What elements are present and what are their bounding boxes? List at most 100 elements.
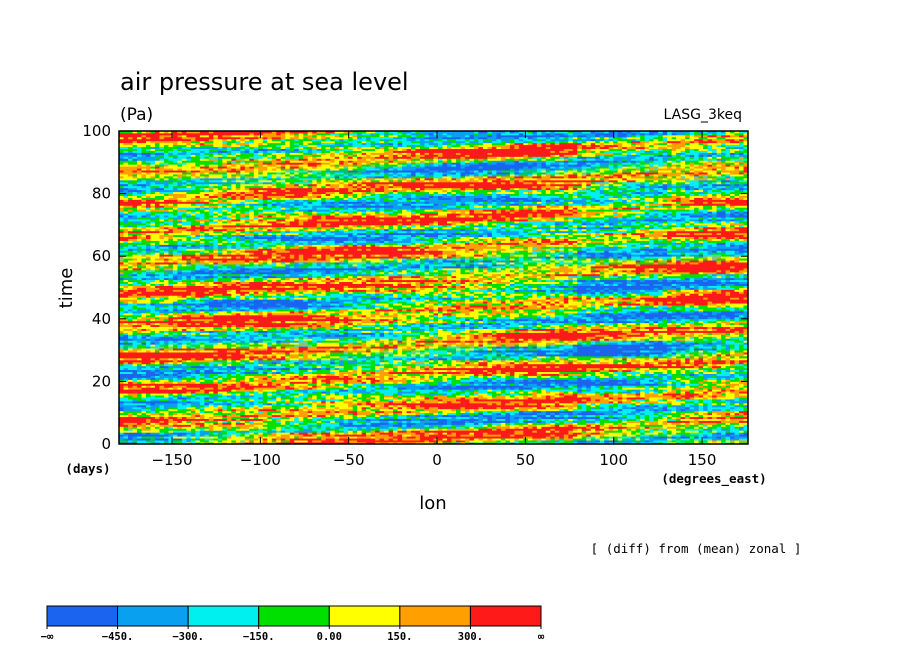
heatmap-cell: [195, 420, 201, 423]
heatmap-cell: [388, 416, 394, 419]
heatmap-cell: [195, 428, 201, 431]
heatmap-cell: [734, 418, 740, 421]
heatmap-cell: [136, 414, 143, 418]
heatmap-cell: [411, 438, 417, 441]
heatmap-cell: [671, 412, 677, 416]
heatmap-cell: [123, 412, 129, 416]
heatmap-cell: [406, 438, 412, 441]
heatmap-cell: [532, 416, 538, 419]
heatmap-cell: [464, 434, 471, 437]
heatmap-cell: [154, 434, 161, 437]
heatmap-cell: [366, 426, 372, 429]
heatmap-cell: [204, 408, 210, 412]
heatmap-cell: [244, 410, 250, 414]
heatmap-cell: [186, 428, 192, 431]
heatmap-cell: [662, 440, 668, 443]
heatmap-cell: [478, 424, 484, 427]
heatmap-cell: [694, 438, 700, 441]
heatmap-cell: [222, 420, 228, 423]
heatmap-cell: [312, 442, 318, 444]
heatmap-cell: [186, 412, 192, 416]
heatmap-cell: [707, 412, 713, 416]
heatmap-cell: [712, 426, 718, 429]
heatmap-cell: [658, 408, 664, 412]
heatmap-cell: [712, 410, 718, 414]
heatmap-cell: [388, 428, 394, 431]
heatmap-cell: [743, 442, 748, 444]
heatmap-cell: [370, 416, 376, 419]
heatmap-cell: [397, 434, 403, 437]
heatmap-cell: [348, 420, 354, 423]
heatmap-cell: [568, 400, 574, 404]
heatmap-cell: [527, 424, 533, 427]
heatmap-cell: [473, 402, 480, 406]
heatmap-cell: [433, 414, 439, 418]
heatmap-cell: [361, 404, 367, 408]
heatmap-cell: [554, 410, 560, 414]
heatmap-cell: [348, 410, 354, 414]
heatmap-cell: [253, 414, 259, 418]
heatmap-cell: [393, 428, 399, 431]
heatmap-cell: [572, 428, 578, 431]
heatmap-cell: [190, 420, 196, 423]
heatmap-cell: [505, 432, 511, 435]
heatmap-cell: [384, 400, 390, 404]
heatmap-cell: [662, 402, 668, 406]
heatmap-cell: [581, 400, 587, 404]
heatmap-cell: [649, 414, 655, 418]
heatmap-cell: [685, 440, 691, 443]
heatmap-cell: [586, 420, 592, 423]
heatmap-cell: [258, 418, 264, 421]
heatmap-cell: [473, 436, 480, 439]
heatmap-cell: [177, 432, 183, 435]
heatmap-cell: [671, 428, 677, 431]
heatmap-cell: [141, 430, 147, 433]
heatmap-cell: [509, 432, 515, 435]
heatmap-cell: [689, 438, 695, 441]
heatmap-cell: [676, 414, 682, 418]
heatmap-cell: [235, 406, 241, 410]
heatmap-cell: [321, 436, 327, 439]
heatmap-cell: [464, 428, 471, 431]
heatmap-cell: [262, 436, 268, 439]
heatmap-cell: [289, 432, 295, 435]
heatmap-cell: [608, 424, 614, 427]
heatmap-cell: [568, 406, 574, 410]
heatmap-cell: [321, 440, 327, 443]
heatmap-cell: [577, 422, 583, 425]
heatmap-cell: [235, 442, 241, 444]
heatmap-cell: [482, 408, 489, 412]
heatmap-cell: [451, 412, 457, 416]
heatmap-cell: [626, 402, 632, 406]
heatmap-cell: [730, 420, 736, 423]
heatmap-cell: [231, 438, 237, 441]
heatmap-cell: [415, 430, 421, 433]
heatmap-cell: [325, 430, 331, 433]
heatmap-cell: [725, 400, 731, 404]
heatmap-cell: [545, 422, 551, 425]
heatmap-cell: [599, 422, 605, 425]
heatmap-cell: [676, 440, 682, 443]
heatmap-cell: [397, 414, 403, 418]
heatmap-cell: [280, 432, 286, 435]
heatmap-cell: [208, 404, 214, 408]
heatmap-cell: [730, 408, 736, 412]
heatmap-cell: [685, 414, 691, 418]
heatmap-cell: [482, 424, 489, 427]
heatmap-cell: [523, 406, 529, 410]
heatmap-cell: [321, 402, 327, 406]
heatmap-cell: [123, 400, 129, 404]
heatmap-cell: [280, 434, 286, 437]
heatmap-cell: [240, 420, 246, 423]
heatmap-cell: [487, 438, 493, 441]
heatmap-cell: [622, 418, 628, 421]
heatmap-cell: [698, 418, 704, 421]
heatmap-cell: [608, 410, 614, 414]
heatmap-cell: [348, 436, 354, 439]
heatmap-cell: [267, 432, 273, 435]
heatmap-cell: [460, 442, 466, 444]
heatmap-cell: [500, 420, 506, 423]
heatmap-cell: [590, 406, 596, 410]
heatmap-cell: [366, 402, 372, 406]
heatmap-cell: [496, 436, 502, 439]
